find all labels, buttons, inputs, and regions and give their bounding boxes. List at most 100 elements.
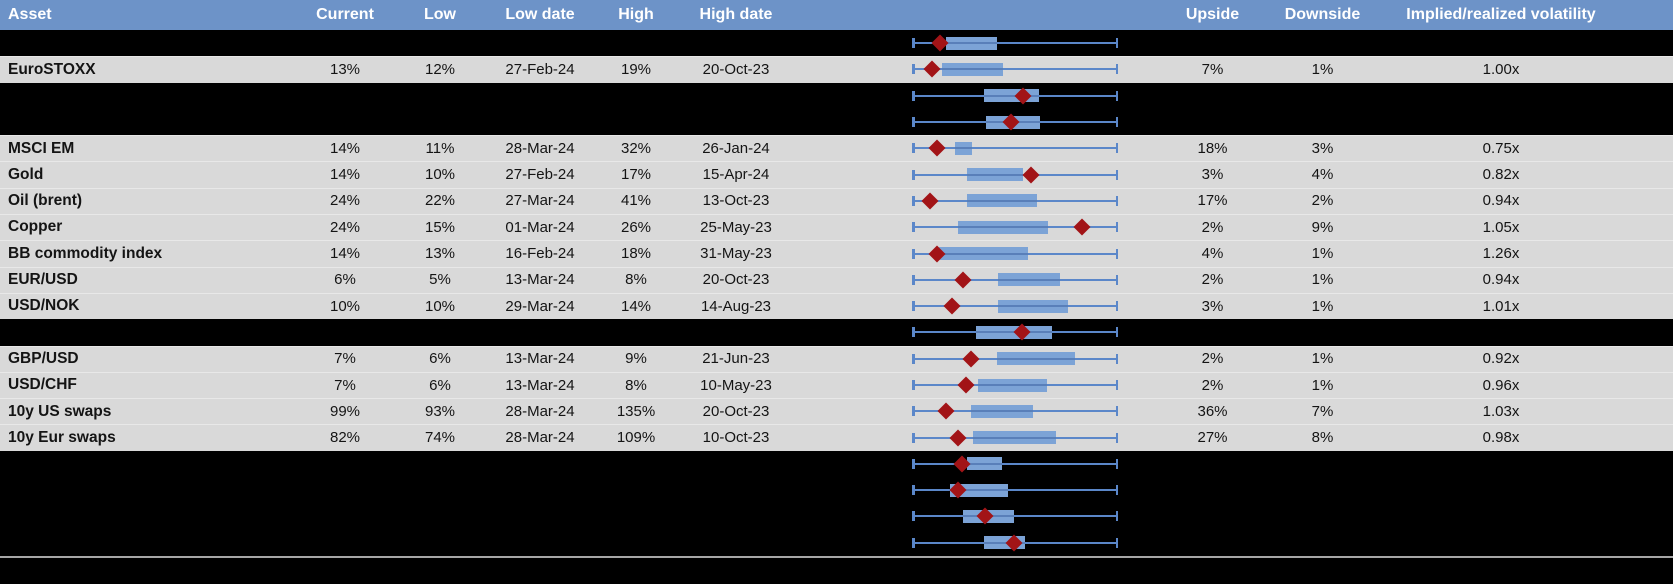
high-date-cell: 25-May-23 [700, 218, 772, 236]
range-box [941, 62, 1004, 76]
high-date-cell: 15-Apr-24 [702, 166, 770, 184]
low-date-cell: 27-Mar-24 [505, 192, 575, 210]
range-box [997, 299, 1068, 313]
table-row: GBP/USD 7% 6% 13-Mar-24 9% 21-Jun-23 2% 1% 0.92x [0, 345, 1673, 372]
hidden-row [0, 503, 1673, 530]
whisker-high-cap [1115, 195, 1118, 206]
col-header-high: High [618, 6, 654, 23]
range-boxplot [800, 30, 1160, 56]
high-date-cell: 14-Aug-23 [700, 297, 772, 315]
high-date-cell: 20-Oct-23 [702, 402, 770, 420]
whisker-low-cap [912, 301, 915, 312]
range-box [966, 457, 1002, 471]
low-date-cell: 01-Mar-24 [505, 218, 575, 236]
range-box [966, 168, 1023, 182]
boxplot-plot-area [912, 293, 1118, 319]
whisker-low-cap [912, 90, 915, 101]
low-date-cell: 13-Mar-24 [505, 376, 575, 394]
hidden-row [0, 30, 1673, 57]
range-boxplot [800, 161, 1160, 187]
whisker-high-cap [1115, 301, 1118, 312]
implied-cell: 1.03x [1482, 402, 1520, 420]
implied-cell: 0.94x [1482, 271, 1520, 289]
range-boxplot [800, 451, 1160, 477]
current-marker-diamond [923, 60, 941, 78]
table-row: 10y US swaps 99% 93% 28-Mar-24 135% 20-Oct-23… [0, 398, 1673, 425]
range-box [967, 194, 1037, 208]
high-date-cell: 20-Oct-23 [702, 60, 770, 78]
whisker-low-cap [912, 432, 915, 443]
downside-cell: 1% [1311, 60, 1334, 78]
col-header-asset: Asset [8, 6, 52, 23]
boxplot-plot-area [912, 30, 1118, 56]
current-cell: 6% [334, 271, 356, 289]
range-box [955, 141, 973, 155]
boxplot-plot-area [912, 135, 1118, 161]
range-box [939, 247, 1028, 261]
box-midline [939, 252, 1028, 255]
downside-cell: 1% [1311, 350, 1334, 368]
col-header-implied-realized-volatility: Implied/realized volatility [1406, 6, 1596, 23]
range-box [958, 220, 1048, 234]
table-row: Copper 24% 15% 01-Mar-24 26% 25-May-23 2% 9% 1.0… [0, 214, 1673, 241]
asset-cell: Copper [8, 218, 63, 236]
whisker-high-cap [1115, 458, 1118, 469]
current-cell: 82% [329, 429, 361, 447]
boxplot-plot-area [912, 530, 1118, 556]
box-midline [997, 278, 1060, 281]
hidden-row [0, 477, 1673, 504]
current-cell: 7% [334, 350, 356, 368]
low-date-cell: 28-Mar-24 [505, 402, 575, 420]
high-cell: 18% [620, 245, 652, 263]
high-cell: 17% [620, 166, 652, 184]
table-row: EuroSTOXX 13% 12% 27-Feb-24 19% 20-Oct-23 7% 1%… [0, 56, 1673, 83]
range-boxplot [800, 346, 1160, 372]
upside-cell: 3% [1201, 297, 1224, 315]
range-boxplot [800, 240, 1160, 266]
whisker-low-cap [912, 406, 915, 417]
table-row: Oil (brent) 24% 22% 27-Mar-24 41% 13-Oct-23 17… [0, 187, 1673, 215]
header-row: Asset Current Low Low date High High dat… [0, 0, 1673, 30]
table-row: USD/NOK 10% 10% 29-Mar-24 14% 14-Aug-23 3% 1% 1.… [0, 292, 1673, 320]
whisker-high-cap [1115, 90, 1118, 101]
high-cell: 109% [616, 429, 656, 447]
current-marker-diamond [962, 350, 980, 368]
whisker-high-cap [1115, 38, 1118, 49]
whisker-line [912, 489, 1118, 492]
table-row: EUR/USD 6% 5% 13-Mar-24 8% 20-Oct-23 2% 1% 0.94x [0, 266, 1673, 293]
current-marker-diamond [949, 429, 967, 447]
current-marker-diamond [943, 297, 961, 315]
high-date-cell: 31-May-23 [700, 245, 772, 263]
downside-cell: 1% [1311, 245, 1334, 263]
upside-cell: 2% [1201, 218, 1224, 236]
current-marker-diamond [1022, 166, 1040, 184]
high-date-cell: 26-Jan-24 [702, 139, 770, 157]
boxplot-plot-area [912, 372, 1118, 398]
boxplot-plot-area [912, 398, 1118, 424]
range-box [996, 352, 1075, 366]
whisker-line [912, 515, 1118, 518]
low-cell: 6% [429, 376, 451, 394]
upside-cell: 17% [1197, 192, 1228, 210]
whisker-line [912, 68, 1118, 71]
boxplot-plot-area [912, 424, 1118, 450]
asset-cell: BB commodity index [8, 244, 163, 262]
range-boxplot [800, 267, 1160, 293]
downside-cell: 1% [1311, 376, 1334, 394]
implied-cell: 1.05x [1482, 218, 1520, 236]
box-midline [950, 489, 1008, 492]
boxplot-plot-area [912, 346, 1118, 372]
boxplot-plot-area [912, 161, 1118, 187]
high-cell: 8% [625, 271, 647, 289]
implied-cell: 0.75x [1482, 139, 1520, 157]
whisker-low-cap [912, 353, 915, 364]
asset-cell: GBP/USD [8, 349, 79, 367]
implied-cell: 0.98x [1482, 429, 1520, 447]
upside-cell: 2% [1201, 376, 1224, 394]
boxplot-plot-area [912, 240, 1118, 266]
implied-cell: 0.94x [1482, 192, 1520, 210]
current-cell: 14% [329, 139, 361, 157]
current-cell: 10% [329, 297, 361, 315]
low-cell: 15% [424, 218, 456, 236]
upside-cell: 2% [1201, 271, 1224, 289]
